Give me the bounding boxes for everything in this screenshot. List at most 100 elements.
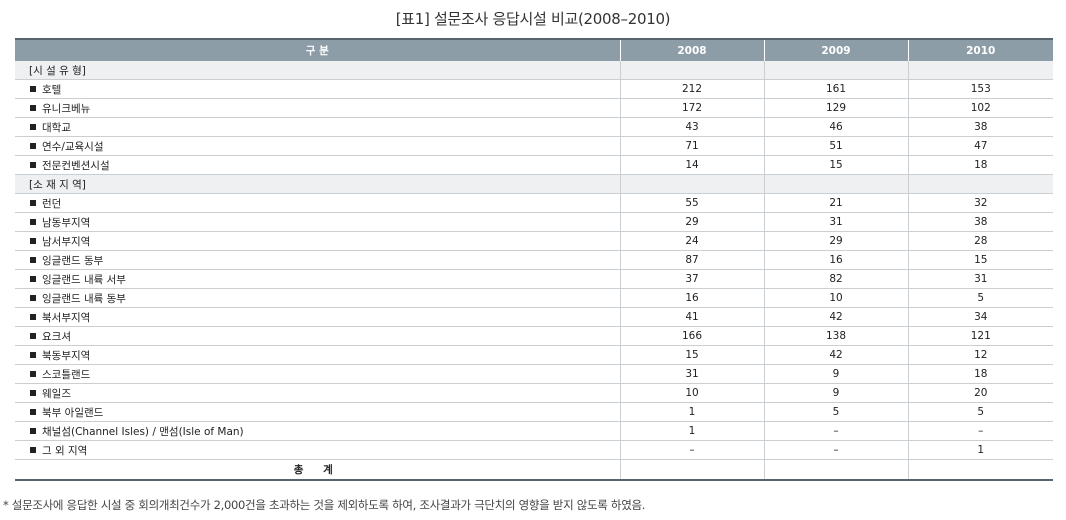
square-bullet-icon [30,218,36,225]
row-label: 잉글랜드 내륙 서부 [42,273,126,286]
square-bullet-icon [30,427,36,434]
row-label-cell: 북부 아일랜드 [15,402,620,422]
row-label-cell: 런던 [15,193,620,213]
value-cell-2009: – [763,440,908,460]
row-label: 유니크베뉴 [42,102,91,115]
value-cell-2008: 10 [619,383,764,403]
value-cell-2008: 212 [619,79,764,99]
value-cell-2008: 43 [619,117,764,137]
row-label-cell: 그 외 지역 [15,440,620,460]
table-row: 북동부지역 15 42 12 [15,345,1053,365]
total-value-cell [907,459,1053,481]
row-label-cell: 요크셔 [15,326,620,346]
value-cell-2010: 12 [907,345,1053,365]
row-label: 스코틀랜드 [42,368,91,381]
total-value-cell [619,459,764,481]
row-label-cell: 대학교 [15,117,620,137]
footnote: * 설문조사에 응답한 시설 중 회의개최건수가 2,000건을 초과하는 것을… [3,498,646,512]
row-label: 런던 [42,197,62,210]
value-cell-2010: 34 [907,307,1053,327]
value-cell-2010: 32 [907,193,1053,213]
value-cell-2009: 42 [763,345,908,365]
row-label-cell: 스코틀랜드 [15,364,620,384]
row-label-cell: 남동부지역 [15,212,620,232]
square-bullet-icon [30,313,36,320]
row-label: 대학교 [42,121,71,134]
row-label-cell: 잉글랜드 내륙 동부 [15,288,620,308]
square-bullet-icon [30,446,36,453]
row-label-cell: 북동부지역 [15,345,620,365]
value-cell-2009: 42 [763,307,908,327]
value-cell-2009: 10 [763,288,908,308]
table-row: 남동부지역 29 31 38 [15,212,1053,232]
value-cell-2009: 51 [763,136,908,156]
table-row: 대학교 43 46 38 [15,117,1053,137]
table-row: 전문컨벤션시설 14 15 18 [15,155,1053,175]
row-label-cell: 남서부지역 [15,231,620,251]
table-row: 잉글랜드 내륙 서부 37 82 31 [15,269,1053,289]
value-cell-2008: 14 [619,155,764,175]
square-bullet-icon [30,294,36,301]
value-cell-2010: – [907,421,1053,441]
survey-table: 구 분 2008 2009 2010 [시 설 유 형] 호텔 212 161 153 유… [15,38,1053,481]
section-row: [시 설 유 형] [15,61,1053,80]
section-label: [시 설 유 형] [15,61,620,80]
value-cell-2009: 16 [763,250,908,270]
row-label: 잉글랜드 내륙 동부 [42,292,126,305]
value-cell-2009: – [763,421,908,441]
value-cell-2008: 55 [619,193,764,213]
row-label-cell: 잉글랜드 동부 [15,250,620,270]
value-cell-2008: 87 [619,250,764,270]
table-title: [표1] 설문조사 응답시설 비교(2008–2010) [395,10,671,28]
square-bullet-icon [30,370,36,377]
row-label: 연수/교육시설 [42,140,104,153]
value-cell-2009: 15 [763,155,908,175]
section-empty-cell [907,174,1053,194]
value-cell-2008: 1 [619,421,764,441]
value-cell-2010: 38 [907,212,1053,232]
table-row: 웨일즈 10 9 20 [15,383,1053,403]
section-row: [소 재 지 역] [15,174,1053,194]
value-cell-2010: 31 [907,269,1053,289]
section-empty-cell [763,174,908,194]
section-empty-cell [619,174,764,194]
row-label-cell: 호텔 [15,79,620,99]
value-cell-2010: 18 [907,155,1053,175]
value-cell-2010: 15 [907,250,1053,270]
value-cell-2010: 1 [907,440,1053,460]
square-bullet-icon [30,161,36,168]
value-cell-2008: 1 [619,402,764,422]
row-label-cell: 유니크베뉴 [15,98,620,118]
square-bullet-icon [30,237,36,244]
header-year-2010: 2010 [907,38,1053,61]
value-cell-2010: 102 [907,98,1053,118]
section-empty-cell [763,61,908,80]
row-label: 웨일즈 [42,387,71,400]
square-bullet-icon [30,142,36,149]
value-cell-2008: 71 [619,136,764,156]
row-label: 남서부지역 [42,235,91,248]
table-row: 호텔 212 161 153 [15,79,1053,99]
row-label: 요크셔 [42,330,71,343]
row-label-cell: 채널섬(Channel Isles) / 맨섬(Isle of Man) [15,421,620,441]
row-label: 남동부지역 [42,216,91,229]
row-label: 북동부지역 [42,349,91,362]
value-cell-2010: 153 [907,79,1053,99]
value-cell-2010: 28 [907,231,1053,251]
table-row: 남서부지역 24 29 28 [15,231,1053,251]
square-bullet-icon [30,123,36,130]
section-label: [소 재 지 역] [15,174,620,194]
value-cell-2008: – [619,440,764,460]
square-bullet-icon [30,275,36,282]
value-cell-2009: 29 [763,231,908,251]
table-row: 북부 아일랜드 1 5 5 [15,402,1053,422]
header-year-2009: 2009 [763,38,908,61]
square-bullet-icon [30,199,36,206]
value-cell-2009: 161 [763,79,908,99]
row-label: 북서부지역 [42,311,91,324]
row-label: 채널섬(Channel Isles) / 맨섬(Isle of Man) [42,425,244,438]
row-label: 잉글랜드 동부 [42,254,104,267]
value-cell-2008: 31 [619,364,764,384]
table-row: 스코틀랜드 31 9 18 [15,364,1053,384]
row-label: 북부 아일랜드 [42,406,104,419]
